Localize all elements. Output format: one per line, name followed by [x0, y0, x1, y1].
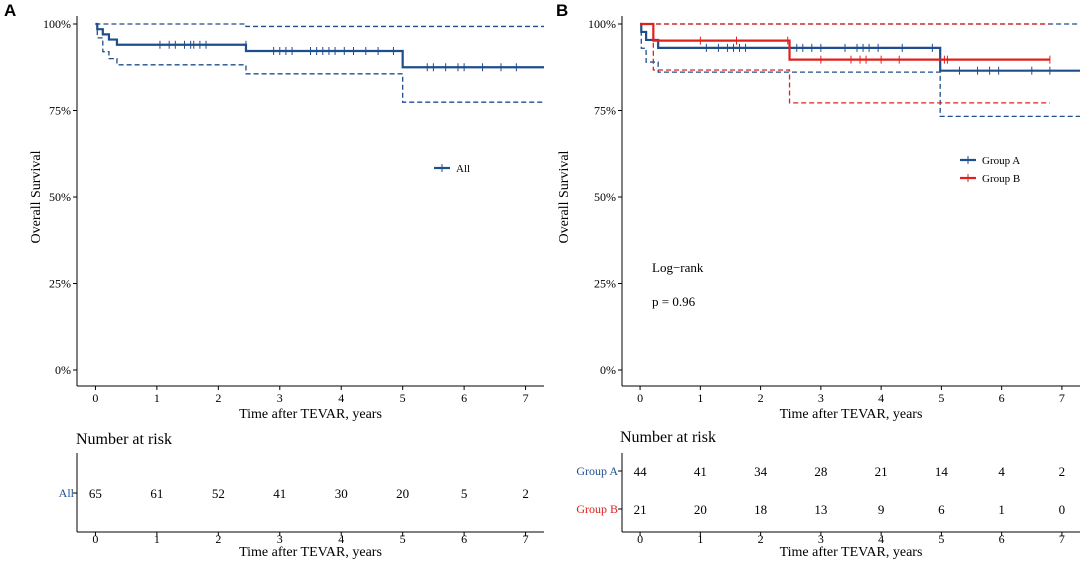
- y-tick-label: 0%: [600, 363, 616, 377]
- risk-x-tick-label: 7: [1059, 532, 1065, 546]
- ci-lower-group-b: [640, 23, 1050, 104]
- risk-count: 41: [694, 464, 707, 479]
- risk-count: 4: [998, 464, 1005, 479]
- x-tick-label: 5: [400, 391, 406, 405]
- y-axis-title: Overall Survival: [557, 150, 572, 243]
- risk-row-label: Group A: [576, 464, 618, 478]
- risk-count: 13: [814, 502, 827, 517]
- x-tick-label: 3: [818, 391, 824, 405]
- risk-count: 6: [938, 502, 945, 517]
- logrank-annotation: Log−rank: [652, 260, 704, 275]
- risk-count: 44: [634, 464, 648, 479]
- x-tick-label: 7: [523, 391, 529, 405]
- panel-letter-b: B: [556, 1, 568, 20]
- risk-count: 61: [150, 486, 163, 501]
- risk-count: 20: [694, 502, 707, 517]
- risk-count: 52: [212, 486, 225, 501]
- y-axis-title: Overall Survival: [29, 150, 44, 243]
- x-tick-label: 6: [461, 391, 467, 405]
- risk-count: 41: [273, 486, 286, 501]
- y-tick-label: 50%: [49, 190, 71, 204]
- x-tick-label: 6: [999, 391, 1005, 405]
- y-tick-label: 75%: [594, 104, 616, 118]
- risk-count: 2: [522, 486, 529, 501]
- risk-x-axis-title: Time after TEVAR, years: [239, 545, 382, 560]
- risk-x-tick-label: 7: [523, 532, 529, 546]
- y-tick-label: 25%: [49, 277, 71, 291]
- survival-curve-group-b: [640, 22, 1050, 61]
- risk-count: 0: [1059, 502, 1066, 517]
- x-tick-label: 3: [277, 391, 283, 405]
- risk-x-tick-label: 6: [461, 532, 467, 546]
- survival-plot-a: 0% 25% 50% 75% 100% 0 1 2 3 4 5 6 7 Time after TEVAR,…: [29, 16, 544, 422]
- panel-letter-a: A: [4, 1, 16, 20]
- risk-x-tick-label: 0: [637, 532, 643, 546]
- survival-plot-b: 0% 25% 50% 75% 100% 0 1 2 3 4 5 6 7 Time after TEVAR,…: [557, 16, 1080, 422]
- x-tick-label: 1: [697, 391, 703, 405]
- ci-lower-all: [95, 23, 544, 103]
- x-axis-title: Time after TEVAR, years: [780, 407, 923, 422]
- risk-count: 21: [634, 502, 647, 517]
- risk-x-tick-label: 1: [697, 532, 703, 546]
- survival-curve-all: [95, 22, 544, 69]
- risk-count: 2: [1059, 464, 1066, 479]
- y-tick-label: 0%: [55, 363, 71, 377]
- risk-count: 30: [335, 486, 348, 501]
- risk-table-title: Number at risk: [76, 431, 172, 448]
- x-tick-label: 4: [338, 391, 344, 405]
- risk-x-tick-label: 1: [154, 532, 160, 546]
- risk-count: 14: [935, 464, 949, 479]
- risk-x-tick-label: 4: [878, 532, 884, 546]
- x-tick-label: 7: [1059, 391, 1065, 405]
- ci-lower-group-a: [640, 23, 1080, 118]
- y-tick-label: 75%: [49, 104, 71, 118]
- risk-x-tick-label: 3: [818, 532, 824, 546]
- risk-x-axis-title: Time after TEVAR, years: [780, 545, 923, 560]
- risk-count: 65: [89, 486, 102, 501]
- y-tick-label: 100%: [588, 17, 616, 31]
- x-tick-label: 0: [637, 391, 643, 405]
- x-tick-label: 2: [758, 391, 764, 405]
- x-tick-label: 2: [215, 391, 221, 405]
- risk-count: 9: [878, 502, 885, 517]
- ci-upper-all: [95, 23, 544, 28]
- risk-x-tick-label: 5: [400, 532, 406, 546]
- y-tick-label: 100%: [43, 17, 71, 31]
- risk-x-tick-label: 2: [215, 532, 221, 546]
- legend-label: Group A: [982, 155, 1020, 167]
- risk-x-tick-label: 3: [277, 532, 283, 546]
- risk-x-tick-label: 2: [758, 532, 764, 546]
- x-tick-label: 0: [92, 391, 98, 405]
- logrank-annotation: p = 0.96: [652, 294, 696, 309]
- risk-count: 18: [754, 502, 767, 517]
- risk-x-tick-label: 4: [338, 532, 344, 546]
- risk-count: 28: [814, 464, 827, 479]
- risk-x-tick-label: 6: [999, 532, 1005, 546]
- risk-row-label: Group B: [576, 502, 618, 516]
- y-tick-label: 50%: [594, 190, 616, 204]
- x-tick-label: 5: [938, 391, 944, 405]
- legend-label: All: [456, 163, 470, 175]
- y-tick-label: 25%: [594, 277, 616, 291]
- x-tick-label: 4: [878, 391, 884, 405]
- risk-count: 20: [396, 486, 409, 501]
- risk-count: 34: [754, 464, 768, 479]
- x-tick-label: 1: [154, 391, 160, 405]
- x-axis-title: Time after TEVAR, years: [239, 407, 382, 422]
- risk-x-tick-label: 5: [938, 532, 944, 546]
- risk-count: 5: [461, 486, 468, 501]
- risk-row-label: All: [59, 486, 75, 500]
- risk-count: 1: [998, 502, 1005, 517]
- risk-count: 21: [875, 464, 888, 479]
- risk-table-title: Number at risk: [620, 429, 716, 446]
- legend-label: Group B: [982, 173, 1020, 185]
- risk-table-a: Number at risk 0 1 2 3 4 5 6 7 Time after TEVAR, …: [59, 431, 544, 560]
- risk-x-tick-label: 0: [92, 532, 98, 546]
